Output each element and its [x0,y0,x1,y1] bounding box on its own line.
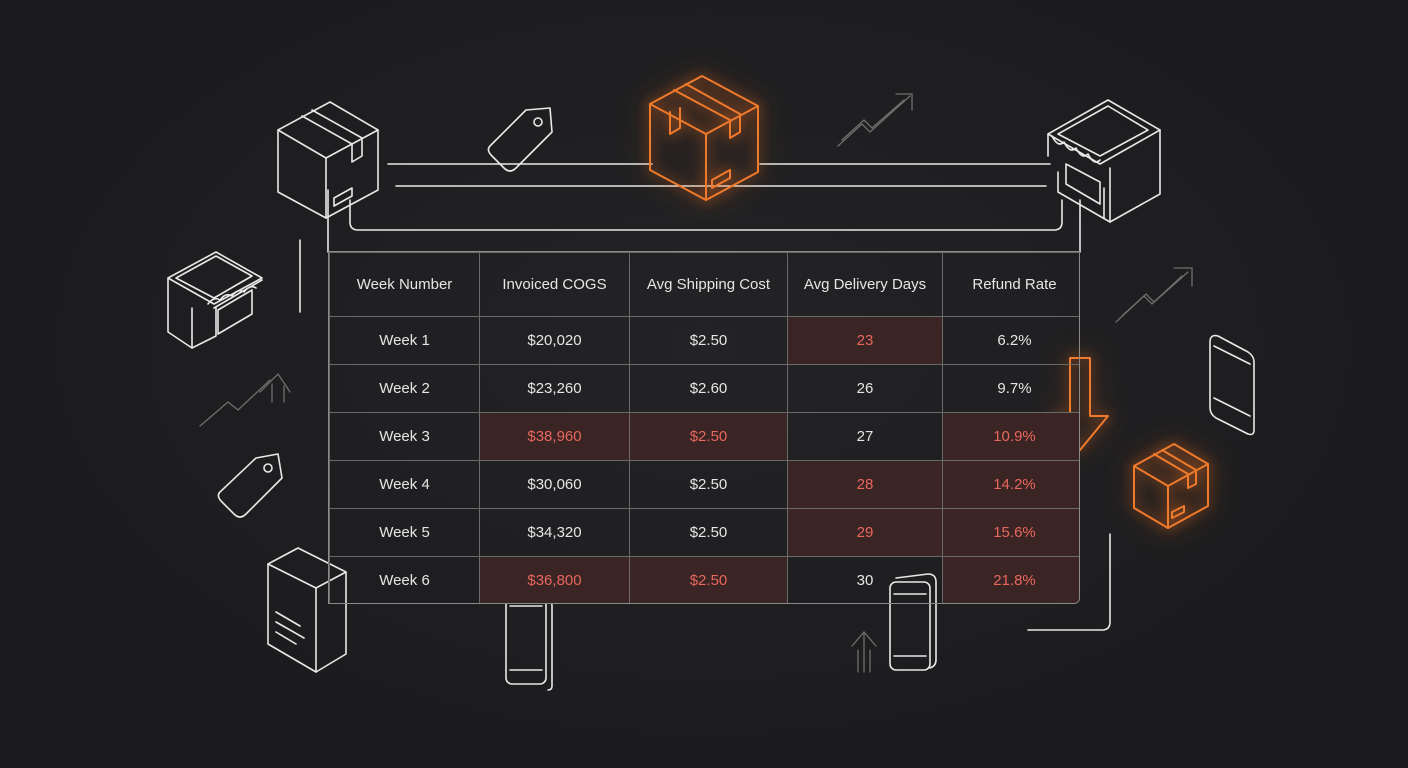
table-cell: Week 3 [329,412,480,461]
table-cell: 23 [787,316,943,365]
table-row: Week 1 $20,020 $2.50 23 6.2% [329,316,1079,365]
table-cell: 6.2% [942,316,1079,365]
package-box-icon [1133,443,1209,529]
table-cell: 26 [787,364,943,413]
table-cell: 14.2% [942,460,1079,509]
price-tag-icon [487,107,553,172]
table-row: Week 2 $23,260 $2.60 26 9.7% [329,364,1079,413]
table-cell: $23,260 [479,364,630,413]
document-box-icon [267,547,347,673]
trend-arrow-icon [1115,267,1193,323]
table-cell: Week 5 [329,508,480,557]
column-header-invoiced-cogs: Invoiced COGS [479,252,630,317]
table-cell: $36,800 [479,556,630,603]
table-cell: 28 [787,460,943,509]
table-cell: $2.50 [629,412,788,461]
trend-arrow-icon [199,372,291,427]
table-cell: 27 [787,412,943,461]
column-header-avg-delivery-days: Avg Delivery Days [787,252,943,317]
column-header-week-number: Week Number [329,252,480,317]
table-cell: 9.7% [942,364,1079,413]
table-cell: Week 4 [329,460,480,509]
package-box-icon [649,75,759,201]
table-row: Week 3 $38,960 $2.50 27 10.9% [329,412,1079,461]
storefront-icon [167,251,263,349]
table-cell: $2.50 [629,460,788,509]
table-cell: $2.50 [629,508,788,557]
table-cell: $20,020 [479,316,630,365]
weekly-metrics-table: Week Number Invoiced COGS Avg Shipping C… [329,252,1079,603]
table-row: Week 6 $36,800 $2.50 30 21.8% [329,556,1079,603]
smartphone-icon [505,593,553,691]
table-cell: $30,060 [479,460,630,509]
table-row: Week 4 $30,060 $2.50 28 14.2% [329,460,1079,509]
table-cell: 30 [787,556,943,603]
trend-arrow-icon [837,93,913,147]
table-cell: $34,320 [479,508,630,557]
table-cell: Week 6 [329,556,480,603]
column-header-refund-rate: Refund Rate [942,252,1079,317]
table-cell: 21.8% [942,556,1079,603]
price-tag-icon [217,453,283,518]
connector-lines [299,163,1111,631]
table-cell: $2.60 [629,364,788,413]
package-box-icon [277,101,379,219]
table-row: Week 5 $34,320 $2.50 29 15.6% [329,508,1079,557]
metrics-table-container: Week Number Invoiced COGS Avg Shipping C… [328,251,1080,604]
smartphone-icon [1209,334,1255,436]
table-cell: 10.9% [942,412,1079,461]
column-header-avg-shipping-cost: Avg Shipping Cost [629,252,788,317]
table-cell: $38,960 [479,412,630,461]
storefront-icon [1047,99,1161,223]
table-cell: Week 1 [329,316,480,365]
up-arrow-icon [851,631,877,673]
table-cell: 15.6% [942,508,1079,557]
table-cell: $2.50 [629,556,788,603]
table-header-row: Week Number Invoiced COGS Avg Shipping C… [329,252,1079,317]
table-cell: 29 [787,508,943,557]
table-cell: Week 2 [329,364,480,413]
table-cell: $2.50 [629,316,788,365]
